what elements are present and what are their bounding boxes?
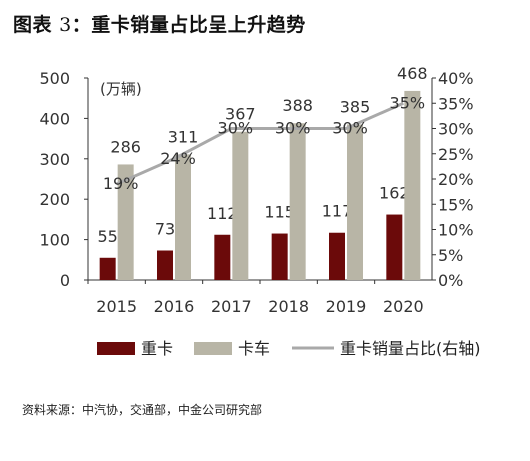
y2-tick-label: 5% [438,246,463,265]
bar-truck [289,123,306,280]
data-label-share: 35% [390,93,426,112]
x-tick-label: 2018 [268,297,309,316]
bar-heavy-truck [157,250,173,280]
bar-heavy-truck [214,234,231,280]
bar-heavy-truck [99,257,116,280]
legend-label-share: 重卡销量占比(右轴) [340,339,481,358]
bar-heavy-truck [329,232,345,280]
x-tick-label: 2017 [211,297,252,316]
data-label-truck: 367 [225,105,256,124]
y2-tick-label: 25% [438,145,474,164]
y-tick-label: 300 [39,150,70,169]
legend-label-heavy-truck: 重卡 [141,339,173,358]
source-note: 资料来源：中汽协，交通部，中金公司研究部 [22,403,263,417]
bar-truck [117,164,134,280]
x-tick-label: 2016 [154,297,195,316]
x-tick-label: 2019 [326,297,367,316]
x-tick-label: 2015 [96,297,137,316]
bar-heavy-truck [386,214,403,280]
data-label-heavy-truck: 112 [207,204,238,223]
y-tick-label: 100 [39,231,70,250]
data-label-share: 24% [160,149,196,168]
legend-swatch-truck [194,342,232,355]
data-label-share: 30% [275,119,311,138]
y2-tick-label: 40% [438,69,474,88]
data-label-share: 30% [332,119,368,138]
y-tick-label: 0 [60,271,70,290]
y2-tick-label: 35% [438,94,474,113]
data-label-share: 30% [218,119,254,138]
data-label-heavy-truck: 55 [97,227,117,246]
share-line [116,101,404,186]
y2-tick-label: 30% [438,120,474,139]
y-tick-label: 500 [39,69,70,88]
data-label-truck: 311 [168,127,199,146]
chart-title: 图表 3：重卡销量占比呈上升趋势 [13,10,306,37]
data-label-truck: 286 [110,137,141,156]
bar-truck [347,124,363,281]
y-tick-label: 200 [39,190,70,209]
y2-tick-label: 15% [438,195,474,214]
title-prefix: 图表 [13,14,53,36]
data-label-heavy-truck: 162 [379,184,410,203]
data-label-share: 19% [103,174,139,193]
data-label-truck: 388 [282,96,313,115]
unit-label: (万辆) [100,80,142,98]
data-label-heavy-truck: 115 [264,203,295,222]
data-label-heavy-truck: 73 [155,220,175,239]
bar-truck [404,90,421,280]
y2-tick-label: 20% [438,170,474,189]
y2-tick-label: 10% [438,221,474,240]
data-label-truck: 468 [397,64,428,83]
data-label-heavy-truck: 117 [322,202,353,221]
x-tick-label: 2020 [383,297,424,316]
legend-swatch-heavy-truck [97,342,135,355]
title-text: ：重卡销量占比呈上升趋势 [71,14,306,36]
legend-label-truck: 卡车 [238,339,270,358]
title-number: 3 [59,14,72,36]
bar-truck [232,131,249,280]
y-tick-label: 400 [39,109,70,128]
data-label-truck: 385 [340,97,371,116]
bar-heavy-truck [271,233,288,280]
bar-truck [175,154,191,280]
y2-tick-label: 0% [438,271,463,290]
